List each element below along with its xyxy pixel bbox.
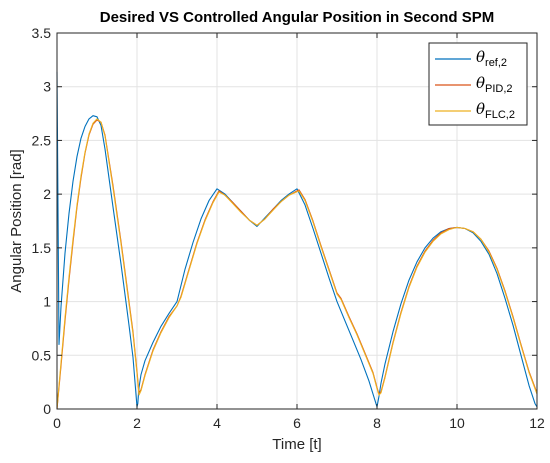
x-tick-label: 0 [53,415,61,431]
legend-label-sub: FLC,2 [485,109,515,121]
legend-label-sub: ref,2 [485,57,507,69]
y-tick-label: 1 [43,294,51,310]
legend-label: θPID,2 [476,74,513,95]
y-tick-label: 2 [43,186,51,202]
legend-label-main: θ [476,100,485,118]
series-lines [56,71,538,410]
y-axis-label: Angular Position [rad] [8,149,25,292]
y-tick-label: 2.5 [32,132,52,148]
x-tick-label: 6 [293,415,301,431]
x-tick-label: 12 [529,415,545,431]
x-tick-label: 10 [449,415,465,431]
legend-label-sub: PID,2 [485,83,513,95]
legend-label: θref,2 [476,48,507,69]
chart-title: Desired VS Controlled Angular Position i… [100,9,495,26]
series-line-flc-2 [56,118,538,410]
legend-label-main: θ [476,48,485,66]
y-tick-label: 3.5 [32,25,52,41]
x-axis-label: Time [t] [272,436,321,453]
x-tick-label: 8 [373,415,381,431]
legend-label-main: θ [476,74,485,92]
y-tick-label: 1.5 [32,240,52,256]
x-tick-label: 2 [133,415,141,431]
y-tick-label: 0 [43,401,51,417]
y-tick-label: 0.5 [32,347,52,363]
legend-label: θFLC,2 [476,100,515,121]
y-tick-label: 3 [43,79,51,95]
axis-ticks: 0 2 4 6 8 10 12 0 0.5 1 1.5 2 2.5 3 3.5 [32,25,545,431]
x-tick-label: 4 [213,415,221,431]
